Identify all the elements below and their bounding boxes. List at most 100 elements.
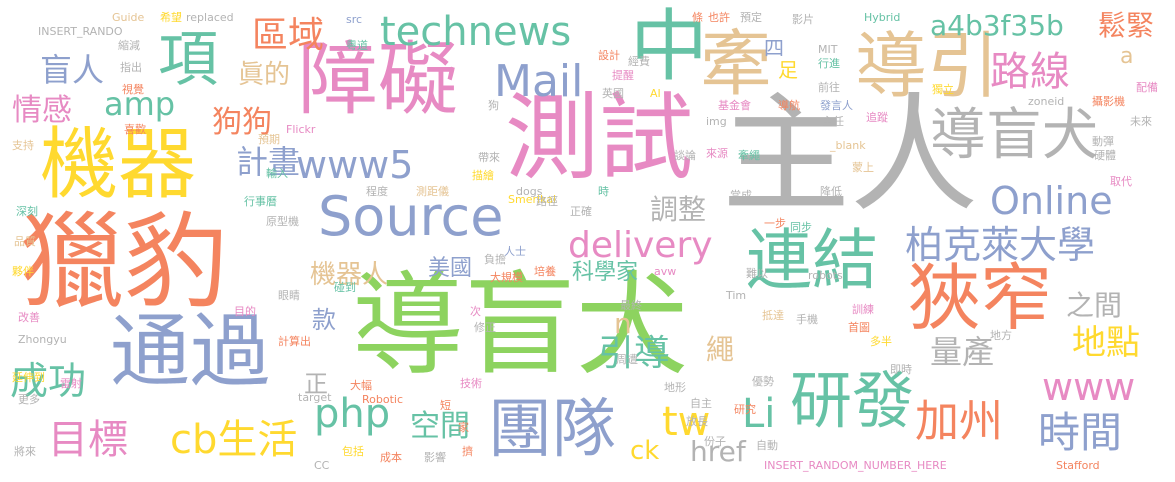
word: 地點 [1072, 323, 1140, 363]
word: avw [654, 265, 677, 278]
word: 研發 [790, 364, 915, 437]
word: www [1042, 365, 1136, 409]
word: 雷射 [60, 377, 82, 390]
word: 影片 [792, 13, 814, 26]
word: zoneid [1028, 95, 1065, 108]
word: 狗狗 [212, 105, 272, 140]
word: 牽 [700, 22, 773, 106]
word: 大幅 [350, 379, 372, 392]
word: 將來 [14, 445, 36, 458]
word: 美國 [428, 256, 473, 281]
word: 時間 [1038, 408, 1123, 457]
word: 未來 [1130, 115, 1152, 128]
word: 正 [304, 370, 328, 398]
word: 四 [764, 36, 784, 60]
word: 動彈 [1092, 135, 1114, 148]
word: 視覺 [122, 83, 144, 96]
word: 一步 [764, 217, 786, 230]
word: 狗 [488, 99, 499, 112]
word: 輸入 [266, 167, 288, 180]
word: 英國 [602, 87, 624, 100]
word: ck [630, 436, 660, 466]
word: 行事曆 [244, 195, 277, 208]
word: 負擔 [484, 253, 506, 266]
word: n [614, 307, 632, 340]
word: Robotic [362, 393, 404, 406]
word: 足 [778, 58, 798, 82]
word: replaced [186, 11, 234, 24]
word: 狹窄 [908, 256, 1053, 340]
word: 路線 [990, 49, 1070, 95]
word: 成本 [380, 451, 402, 464]
word: 地方 [990, 329, 1012, 342]
word: robots [808, 269, 843, 282]
word: 導盲犬 [930, 103, 1098, 168]
word: href [690, 435, 746, 468]
word: 調整 [650, 193, 707, 226]
word: 份子 [704, 435, 726, 448]
word: 抵達 [762, 309, 784, 322]
word: Smerikal [508, 193, 557, 206]
word: 通過 [110, 305, 270, 398]
word: 主任 [822, 115, 844, 128]
word: Stafford [1056, 459, 1100, 472]
word: img [706, 115, 727, 128]
word: 家 [458, 421, 469, 434]
word: 訓練 [852, 303, 874, 316]
word: php [314, 391, 391, 437]
word: technews [380, 9, 572, 55]
word: 研究 [734, 403, 756, 416]
word: 導盲犬 [352, 261, 688, 391]
word: 成功 [10, 359, 87, 403]
word: 影響 [424, 451, 446, 464]
word: 原型機 [266, 215, 299, 228]
word: 蒙上 [852, 161, 874, 174]
word: 碰到 [334, 281, 356, 294]
word: 空間 [410, 409, 470, 444]
word: 同步 [790, 221, 812, 234]
word: CC [314, 459, 330, 472]
word: AI [650, 87, 661, 100]
word: 鬆緊 [1098, 9, 1155, 42]
word: 談論 [674, 149, 696, 162]
word: Hybrid [864, 11, 901, 24]
word: 程度 [366, 185, 388, 198]
word: delivery [568, 225, 713, 266]
word: 短 [440, 399, 451, 412]
word: 大規模 [490, 271, 523, 284]
word: 測距儀 [416, 185, 449, 198]
word: src [346, 13, 363, 26]
word: 擠 [462, 445, 473, 458]
word: INSERT_RANDOM_NUMBER_HERE [764, 459, 947, 472]
word: 之間 [1066, 289, 1123, 322]
word: www5 [296, 143, 414, 187]
word: 支持 [12, 139, 34, 152]
word: Mail [494, 56, 584, 107]
word: 計畫 [236, 143, 301, 181]
word: cb生活 [170, 417, 298, 463]
word: 夥伴 [12, 265, 34, 278]
word: 眞的 [238, 60, 291, 90]
word: 繩 [706, 333, 735, 366]
word: 眼睛 [278, 289, 300, 302]
word: 科學家 [572, 260, 639, 285]
word: 獨立 [932, 83, 954, 96]
word: 取代 [1110, 175, 1132, 188]
word: 深刻 [16, 205, 38, 218]
word: 情感 [12, 93, 72, 128]
word: a4b3f35b [930, 9, 1064, 42]
word: target [298, 391, 332, 404]
word: 地形 [664, 381, 686, 394]
word: 導航 [778, 99, 800, 112]
word: 首圖 [848, 321, 870, 334]
word: 團隊 [488, 393, 616, 467]
word: _blank [830, 139, 866, 152]
word: 牽繩 [738, 149, 760, 162]
word: 項 [158, 25, 218, 95]
word: 行進 [818, 57, 840, 70]
word: 機器 [40, 120, 197, 210]
word: a [1120, 44, 1134, 69]
word: Tim [726, 289, 747, 302]
word: 追蹤 [866, 111, 888, 124]
